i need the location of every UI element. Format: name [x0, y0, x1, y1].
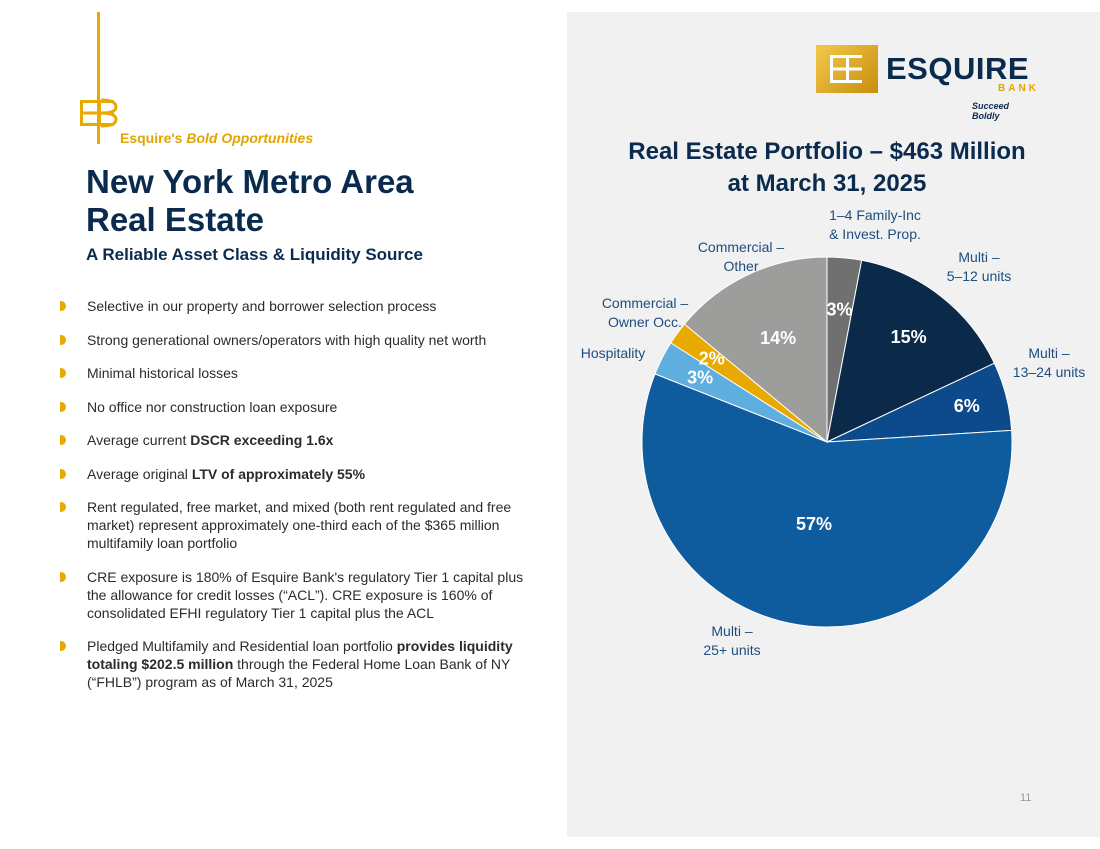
bullet-item: Selective in our property and borrower s… — [60, 297, 530, 315]
bullet-marker-icon — [60, 401, 66, 412]
accent-vertical-line — [97, 12, 100, 144]
bullet-text: No office nor construction loan exposure — [87, 398, 338, 415]
pie-slice — [641, 373, 1013, 628]
bullet-item: Minimal historical losses — [60, 364, 530, 382]
slice-percent-label: 3% — [687, 367, 713, 387]
bullet-text: Average original — [87, 465, 192, 482]
eb-monogram-icon — [80, 98, 118, 128]
tagline-prefix: Esquire's — [120, 130, 183, 146]
bullet-item: Rent regulated, free market, and mixed (… — [60, 498, 530, 552]
bullet-text-tail: through the Federal Home Loan Bank of NY… — [87, 656, 511, 690]
bullet-item: Average current DSCR exceeding 1.6x — [60, 431, 530, 449]
logo-mark-icon — [816, 45, 878, 93]
slice-category-label: Multi –25+ units — [703, 623, 760, 658]
bullet-item: Strong generational owners/operators wit… — [60, 331, 530, 349]
slice-percent-label: 6% — [954, 396, 980, 416]
bullet-marker-icon — [60, 435, 66, 445]
slice-percent-label: 14% — [760, 328, 796, 348]
bullet-item: Pledged Multifamily and Residential loan… — [60, 637, 530, 691]
bullet-marker-icon — [60, 641, 66, 651]
bullet-item: CRE exposure is 180% of Esquire Bank's r… — [60, 568, 530, 622]
bullet-text: Strong generational owners/operators wit… — [87, 331, 487, 348]
logo-bank: BANK — [998, 83, 1039, 94]
bullet-marker-icon — [60, 571, 66, 582]
page-title: New York Metro Area Real Estate — [86, 163, 414, 239]
slice-percent-label: 15% — [891, 327, 927, 347]
slice-percent-label: 57% — [796, 514, 832, 534]
slice-percent-label: 3% — [827, 299, 853, 319]
slice-category-label: Commercial – Other — [698, 239, 785, 274]
page-title-line2: Real Estate — [86, 201, 264, 238]
chart-title-line1: Real Estate Portfolio – $463 Million — [628, 138, 1026, 165]
page-subtitle: A Reliable Asset Class & Liquidity Sourc… — [86, 245, 423, 264]
slice-category-label: Hospitality — [581, 345, 646, 361]
bullet-bold-text: provides liquidity totaling $202.5 milli… — [87, 638, 513, 672]
bullet-text: Rent regulated, free market, and mixed (… — [87, 499, 512, 551]
logo-slogan: Succeed Boldly — [972, 101, 1010, 121]
logo-name: ESQUIRE — [886, 51, 1030, 86]
pie-slice — [826, 259, 996, 443]
bullet-marker-icon — [60, 502, 66, 512]
bullet-text: Average current — [87, 432, 191, 448]
bullet-text: Selective in our property and borrower s… — [87, 298, 437, 314]
bullet-text: Pledged Multifamily and Residential loan… — [87, 638, 397, 654]
slice-category-label: Multi –5–12 units — [947, 249, 1012, 284]
page-number: 11 — [1020, 792, 1032, 804]
slice-category-label: 1–4 Family-Inc & Invest. Prop. — [829, 207, 921, 242]
bullet-text: CRE exposure is 180% of Esquire Bank's r… — [87, 568, 524, 621]
slice-category-label: Multi –13–24 units — [1013, 345, 1085, 380]
slice-percent-label: 2% — [699, 348, 725, 368]
bullet-marker-icon — [60, 334, 66, 345]
bullet-text: Minimal historical losses — [87, 365, 238, 381]
tagline-emphasis: Bold Opportunities — [186, 130, 314, 146]
chart-title-line2: at March 31, 2025 — [727, 170, 927, 197]
pie-slice — [683, 256, 828, 444]
bullet-item: Average original LTV of approximately 55… — [60, 465, 530, 483]
page-title-line1: New York Metro Area — [86, 163, 414, 200]
bullet-marker-icon — [60, 368, 66, 378]
esquire-logo: ESQUIRE BANK Succeed Boldly — [816, 43, 1039, 121]
pie-chart: 3% 1–4 Family-Inc & Invest. Prop. 15% Multi … — [581, 207, 1086, 658]
bullet-item: No office nor construction loan exposure — [60, 398, 530, 416]
tagline: Esquire's Bold Opportunities — [120, 130, 313, 146]
bullet-marker-icon — [60, 468, 66, 479]
slice-category-label: Commercial – Owner Occ. — [602, 295, 689, 330]
bullet-bold-text: DSCR exceeding 1.6x — [190, 432, 334, 448]
chart-title: Real Estate Portfolio – $463 Million at … — [567, 136, 1087, 200]
bullet-marker-icon — [60, 301, 66, 311]
bullet-list: Selective in our property and borrower s… — [60, 297, 530, 707]
bullet-bold-text: LTV of approximately 55% — [191, 465, 366, 482]
